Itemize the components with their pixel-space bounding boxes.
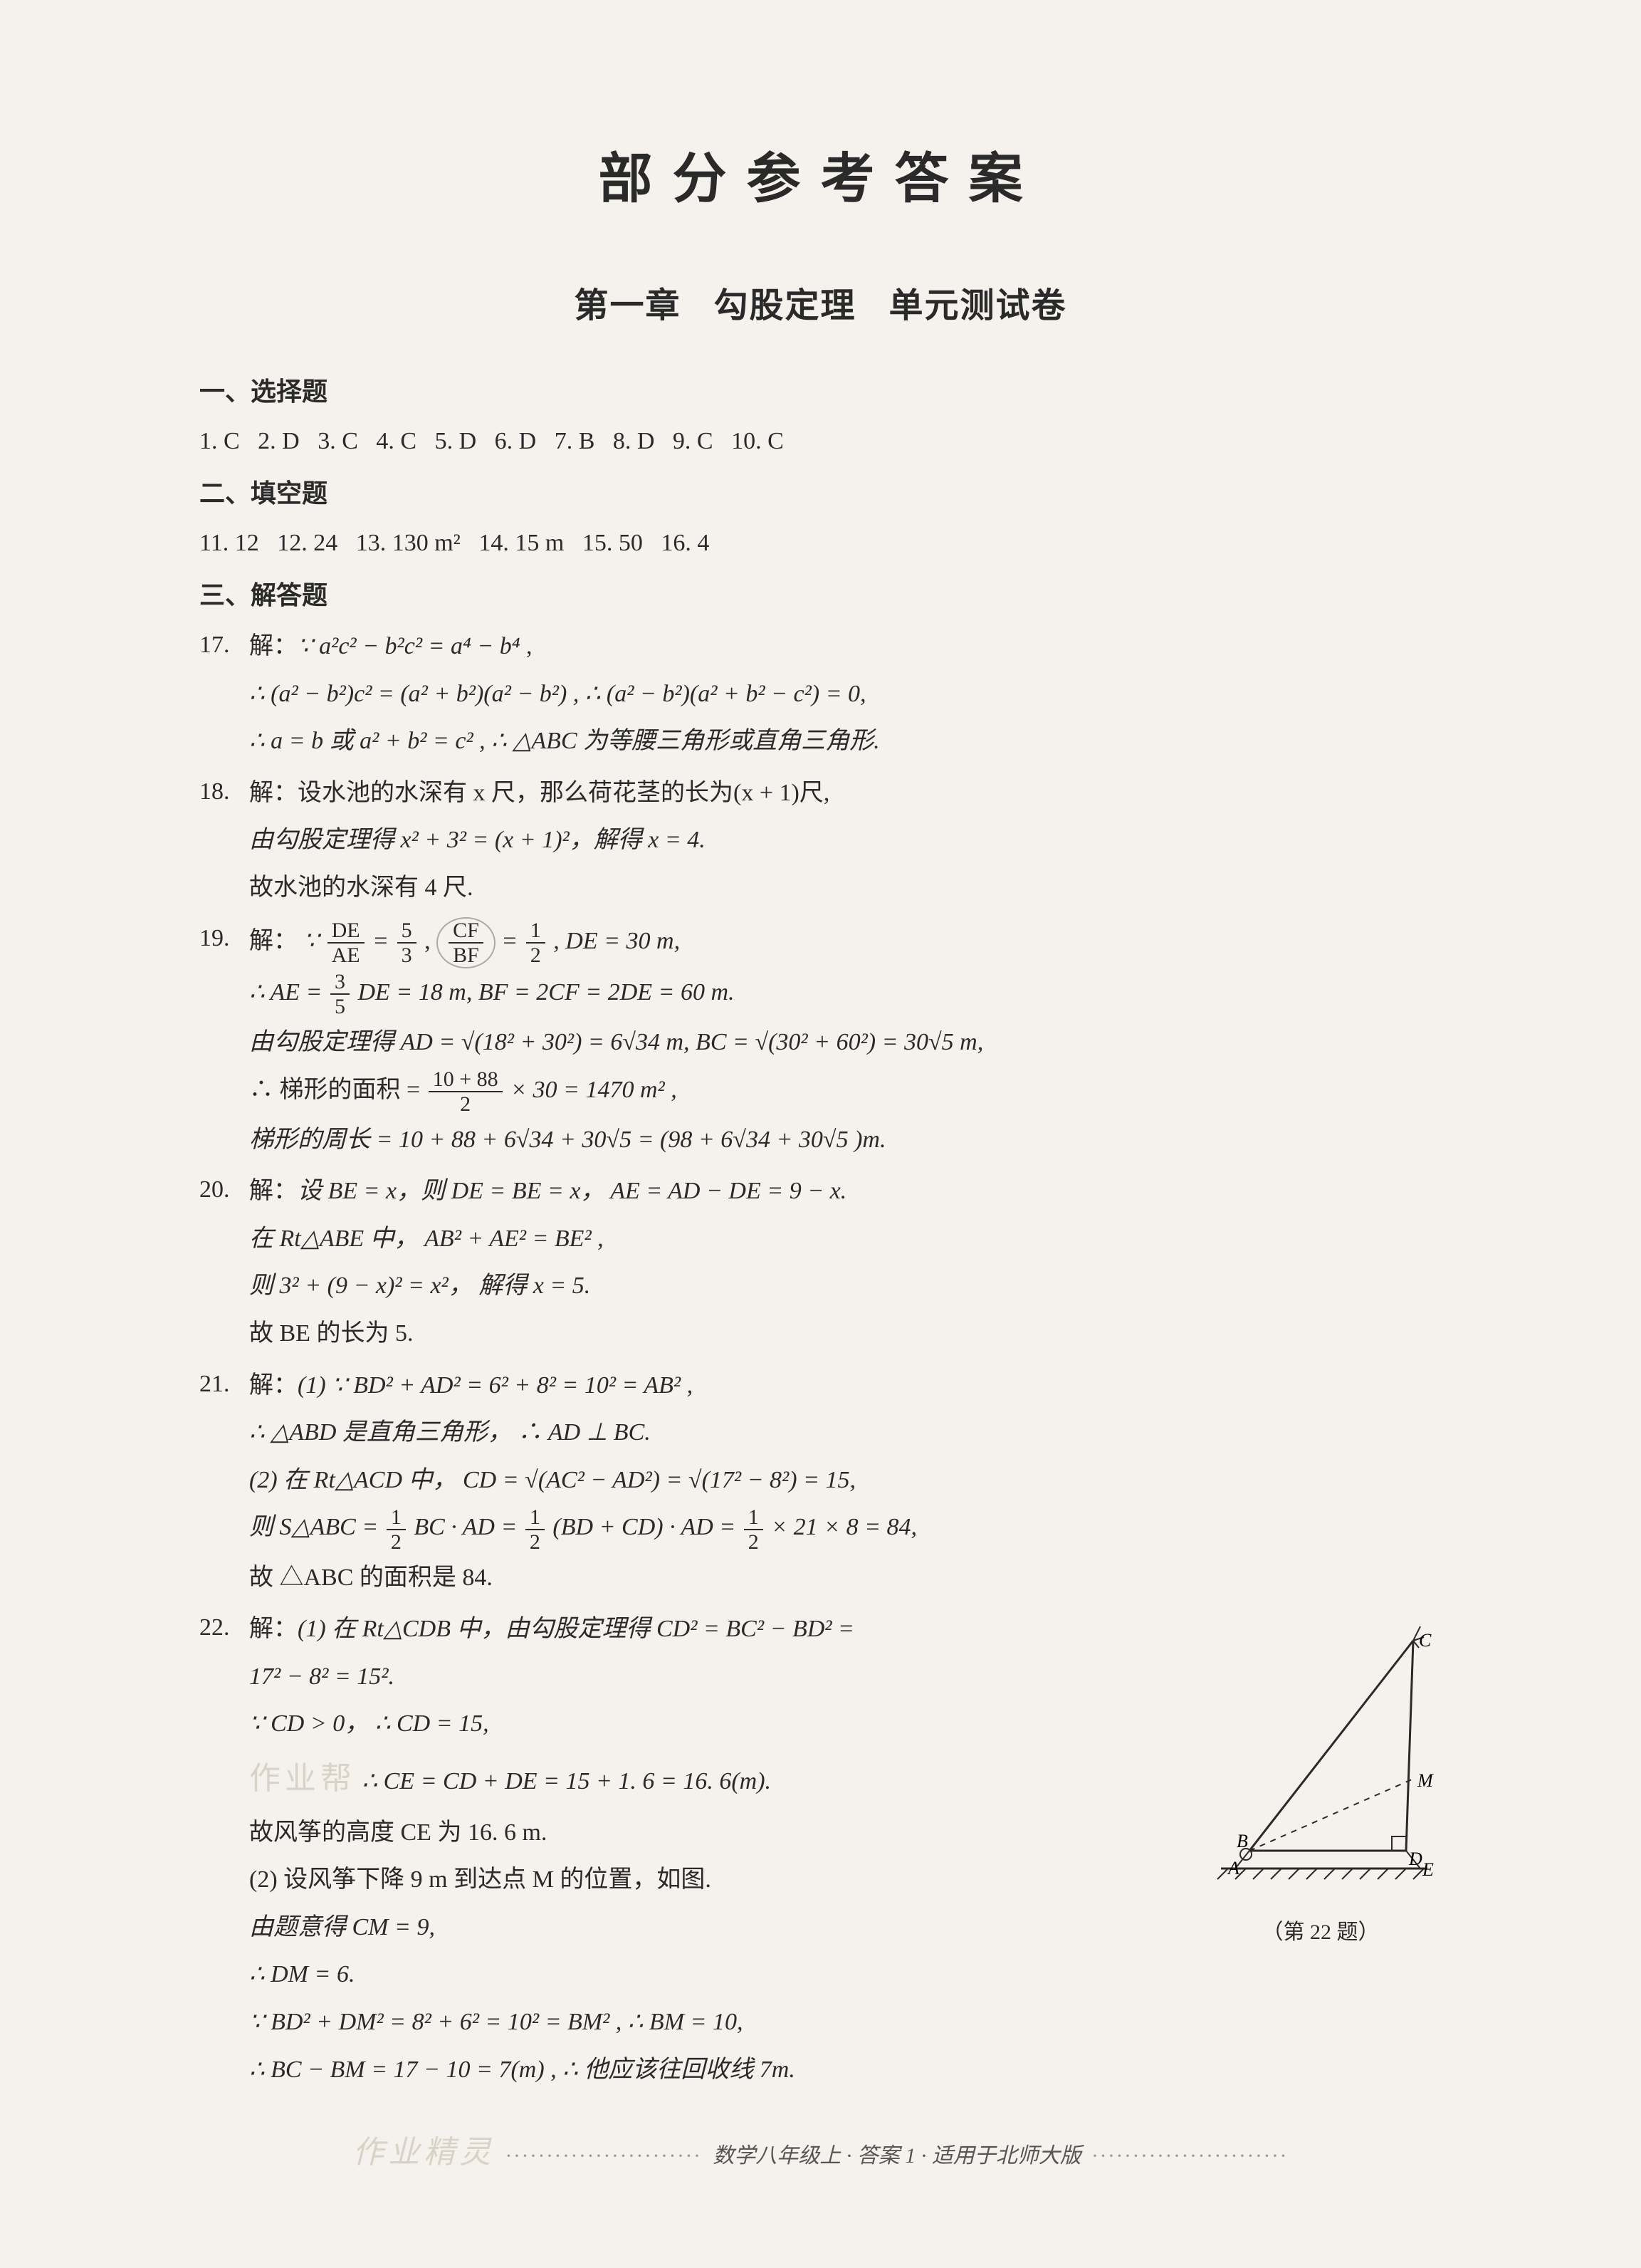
q20-l1: 设 BE = x，则 DE = BE = x， AE = AD − DE = 9… — [298, 1178, 846, 1204]
label-M: M — [1417, 1770, 1434, 1791]
q19-tail1: , DE = 30 m, — [553, 928, 680, 954]
frac-den: BF — [449, 944, 483, 967]
frac-den: AE — [327, 944, 365, 967]
label: 解： — [249, 780, 298, 806]
label: 解： — [249, 633, 298, 659]
frac-num: CF — [449, 919, 483, 944]
frac-den: 3 — [397, 944, 416, 967]
problem-18: 18. 解：设水池的水深有 x 尺，那么荷花茎的长为(x + 1)尺, 由勾股定… — [199, 769, 1442, 913]
q22-l2: 17² − 8² = 15². — [249, 1654, 1171, 1700]
problem-20: 20. 解：设 BE = x，则 DE = BE = x， AE = AD − … — [199, 1167, 1442, 1358]
chapter-topic: 勾股定理 — [713, 287, 856, 325]
frac-num: 1 — [525, 1505, 545, 1530]
label-A: A — [1227, 1858, 1239, 1878]
section-choice-header: 一、选择题 — [199, 367, 1442, 416]
footer-dots: ························ — [505, 2144, 702, 2168]
q19-l5: 梯形的周长 = 10 + 88 + 6√34 + 30√5 = (98 + 6√… — [249, 1117, 1442, 1164]
section-fill-header: 二、填空题 — [199, 469, 1442, 518]
q17-line1: ∵ a²c² − b²c² = a⁴ − b⁴ , — [298, 633, 533, 659]
eq: = — [372, 928, 389, 954]
sep: , — [424, 928, 431, 954]
q18-line1: 设水池的水深有 x 尺，那么荷花茎的长为(x + 1)尺, — [298, 780, 829, 806]
frac-den: 5 — [330, 995, 350, 1018]
figure-22: A B C D E M （第 22 题） — [1200, 1619, 1442, 1953]
figure-caption: （第 22 题） — [1200, 1912, 1442, 1953]
chapter-title: 第一章 勾股定理 单元测试卷 — [199, 273, 1442, 338]
q22-l8: ∴ DM = 6. — [249, 1952, 1171, 1998]
q21-l4-mid2: (BD + CD) · AD = — [552, 1514, 735, 1540]
problem-17: 17. 解：∵ a²c² − b²c² = a⁴ − b⁴ , ∴ (a² − … — [199, 622, 1442, 766]
label-E: E — [1422, 1859, 1434, 1880]
q19-l2-pre: ∴ AE = — [249, 979, 323, 1005]
problem-num: 18. — [199, 769, 249, 815]
frac-num: DE — [327, 919, 365, 944]
watermark-text: 作业精灵 — [352, 2135, 495, 2170]
label: 解： — [249, 1178, 298, 1204]
q19-l4-post: × 30 = 1470 m² , — [510, 1077, 677, 1103]
q21-l3: (2) 在 Rt△ACD 中， CD = √(AC² − AD²) = √(17… — [249, 1458, 1442, 1504]
section-solve-header: 三、解答题 — [199, 571, 1442, 620]
frac-num: 10 + 88 — [429, 1067, 503, 1092]
frac-den: 2 — [744, 1530, 763, 1554]
problem-num: 21. — [199, 1362, 249, 1408]
q21-l4-pre: 则 S△ABC = — [249, 1514, 378, 1540]
page-footer: 作业精灵 ························ 数学八年级上 · 答… — [199, 2123, 1442, 2183]
q21-l4-post: × 21 × 8 = 84, — [771, 1514, 917, 1540]
frac-num: 1 — [744, 1505, 763, 1530]
q22-l6: (2) 设风筝下降 9 m 到达点 M 的位置，如图. — [249, 1857, 1171, 1903]
eq: = — [501, 928, 518, 954]
q19-l2-post: DE = 18 m, BF = 2CF = 2DE = 60 m. — [358, 979, 735, 1005]
problem-num: 19. — [199, 916, 249, 962]
frac-num: 1 — [526, 919, 545, 944]
q22-l1: (1) 在 Rt△CDB 中，由勾股定理得 CD² = BC² − BD² = — [298, 1616, 854, 1642]
q21-l2: ∴ △ABD 是直角三角形， ∴ AD ⊥ BC. — [249, 1410, 1442, 1456]
frac-den: 2 — [387, 1530, 406, 1554]
q18-line3: 故水池的水深有 4 尺. — [249, 865, 1442, 911]
label-C: C — [1419, 1630, 1432, 1651]
kite-diagram-icon: A B C D E M — [1207, 1619, 1435, 1890]
page-title: 部分参考答案 — [199, 128, 1442, 231]
frac-num: 3 — [330, 970, 350, 995]
problem-num: 20. — [199, 1167, 249, 1213]
label: 解： — [249, 1616, 298, 1642]
frac-den: 2 — [429, 1092, 503, 1116]
frac-num: 1 — [387, 1505, 406, 1530]
q22-l10: ∴ BC − BM = 17 − 10 = 7(m) , ∴ 他应该往回收线 7… — [249, 2047, 1171, 2094]
q22-l4: ∴ CE = CD + DE = 15 + 1. 6 = 16. 6(m). — [362, 1768, 772, 1794]
chapter-name: 第一章 — [574, 287, 681, 325]
q21-l1: (1) ∵ BD² + AD² = 6² + 8² = 10² = AB² , — [298, 1372, 693, 1399]
problem-num: 22. — [199, 1605, 249, 1651]
q21-l4-mid: BC · AD = — [414, 1514, 517, 1540]
frac-den: 2 — [526, 944, 545, 967]
q17-line2: ∴ (a² − b²)c² = (a² + b²)(a² − b²) , ∴ (… — [249, 671, 1442, 718]
frac-den: 2 — [525, 1530, 545, 1554]
q20-l4: 故 BE 的长为 5. — [249, 1311, 1442, 1357]
q19-l3: 由勾股定理得 AD = √(18² + 30²) = 6√34 m, BC = … — [249, 1020, 1442, 1066]
q22-l5: 故风筝的高度 CE 为 16. 6 m. — [249, 1810, 1171, 1856]
label: 解： — [249, 928, 298, 954]
q18-line2: 由勾股定理得 x² + 3² = (x + 1)²，解得 x = 4. — [249, 817, 1442, 864]
problem-19: 19. 解： ∵ DEAE = 53 , CFBF = 12 , DE = 30… — [199, 916, 1442, 1165]
q21-l5: 故 △ABC 的面积是 84. — [249, 1555, 1442, 1601]
footer-text: 数学八年级上 · 答案 1 · 适用于北师大版 — [713, 2144, 1081, 2168]
footer-dots: ························ — [1092, 2144, 1289, 2168]
label-B: B — [1237, 1831, 1248, 1851]
label-D: D — [1408, 1849, 1422, 1869]
problem-22: 22. 解：(1) 在 Rt△CDB 中，由勾股定理得 CD² = BC² − … — [199, 1605, 1442, 2094]
q20-l3: 则 3² + (9 − x)² = x²， 解得 x = 5. — [249, 1263, 1442, 1310]
watermark-text: 作业帮 — [249, 1761, 356, 1796]
chapter-sub: 单元测试卷 — [889, 287, 1067, 325]
q22-l9: ∵ BD² + DM² = 8² + 6² = 10² = BM² , ∴ BM… — [249, 2000, 1171, 2046]
q19-l4-pre: ∴ 梯形的面积 = — [249, 1077, 420, 1103]
problem-21: 21. 解：(1) ∵ BD² + AD² = 6² + 8² = 10² = … — [199, 1362, 1442, 1603]
q17-line3: ∴ a = b 或 a² + b² = c² , ∴ △ABC 为等腰三角形或直… — [249, 718, 1442, 765]
choice-answers: 1. C 2. D 3. C 4. C 5. D 6. D 7. B 8. D … — [199, 419, 1442, 465]
fill-answers: 11. 12 12. 24 13. 130 m² 14. 15 m 15. 50… — [199, 521, 1442, 567]
q22-l7: 由题意得 CM = 9, — [249, 1905, 1171, 1951]
label: 解： — [249, 1372, 298, 1399]
problem-num: 17. — [199, 622, 249, 669]
q20-l2: 在 Rt△ABE 中， AB² + AE² = BE² , — [249, 1216, 1442, 1263]
frac-num: 5 — [397, 919, 416, 944]
q22-l3: ∵ CD > 0， ∴ CD = 15, — [249, 1701, 1171, 1747]
